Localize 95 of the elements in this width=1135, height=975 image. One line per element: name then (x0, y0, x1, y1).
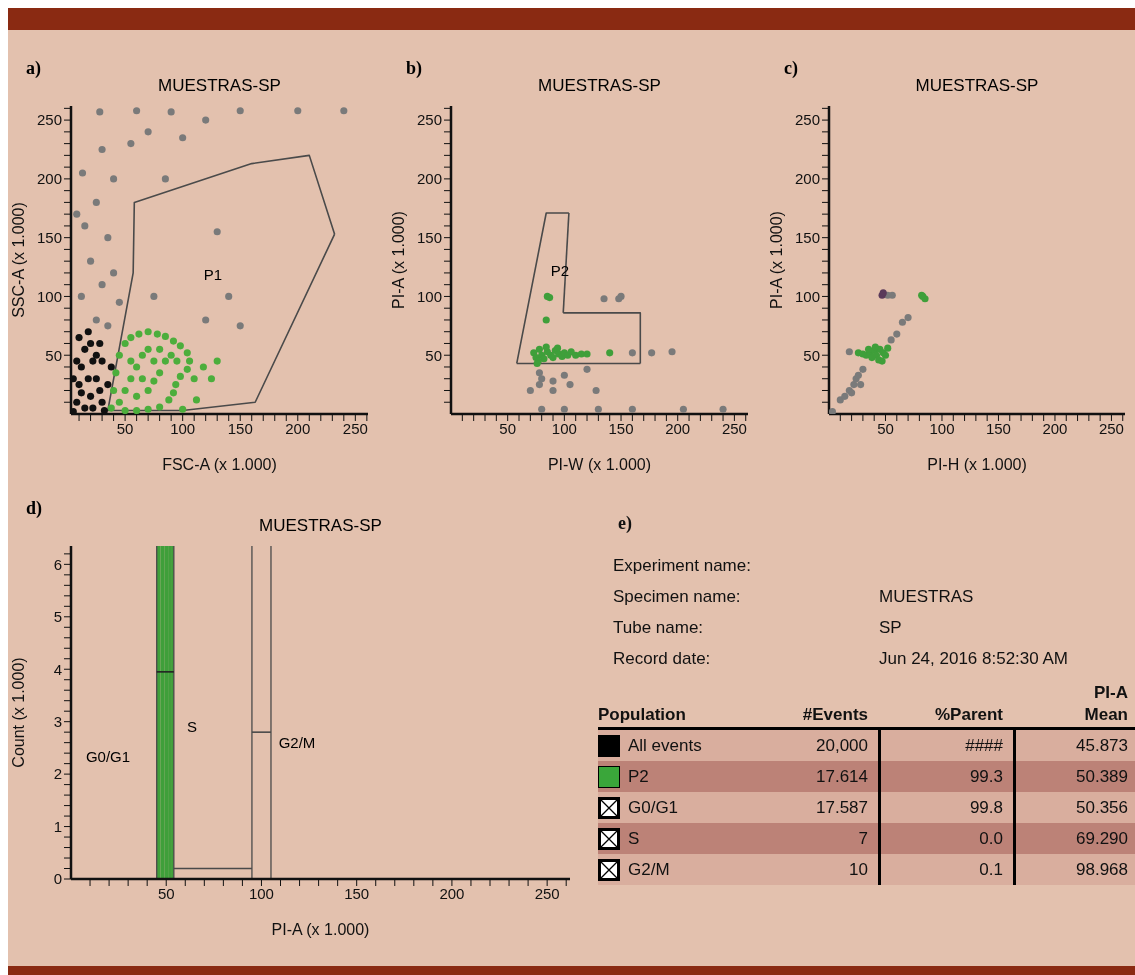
text: PI-A (1093, 683, 1129, 704)
text: 50.389 (1013, 761, 1135, 792)
text: 99.3 (878, 761, 1013, 792)
y-axis-title: PI-A (x 1.000) (767, 211, 785, 309)
text: 98.968 (1013, 854, 1135, 885)
x-tick-label: 100 (248, 884, 274, 902)
text: a) (26, 58, 41, 79)
x-tick-label: 100 (929, 419, 955, 437)
text: 50.356 (1013, 792, 1135, 823)
text: 99.8 (878, 792, 1013, 823)
y-tick-label: 100 (36, 287, 62, 305)
y-tick-label: 150 (416, 228, 442, 246)
x-axis-title: PI-A (x 1.000) (271, 921, 370, 938)
y-tick-label: 50 (425, 346, 442, 364)
text: Record date: (613, 648, 712, 669)
annotation: G0/G1 (85, 747, 131, 765)
x-tick-label: 50 (877, 419, 894, 437)
category-label: All events (628, 735, 702, 756)
annotation: P1 (203, 265, 223, 283)
y-tick-label: 50 (45, 346, 62, 364)
text: 45.873 (1013, 730, 1135, 761)
text: Experiment name: (613, 555, 752, 576)
annotation: S (186, 717, 198, 735)
y-tick-label: 250 (36, 111, 62, 129)
chart-title: MUESTRAS-SP (258, 516, 383, 536)
x-tick-label: 200 (665, 419, 691, 437)
x-tick-label: 250 (721, 419, 747, 437)
y-tick-label: 150 (794, 228, 820, 246)
text: 69.290 (1013, 823, 1135, 854)
y-tick-label: 100 (416, 287, 442, 305)
y-tick-label: 2 (53, 765, 62, 783)
x-tick-label: 50 (116, 419, 134, 437)
x-tick-label: 150 (985, 419, 1011, 437)
text: 20,000 (815, 734, 869, 757)
y-tick-label: 250 (794, 111, 820, 129)
x-tick-label: 100 (551, 419, 577, 437)
x-tick-label: 250 (342, 419, 368, 437)
category-label: G2/M (628, 859, 670, 880)
text: 10 (848, 858, 869, 881)
text: Jun 24, 2016 8:52:30 AM (879, 648, 1069, 669)
y-tick-label: 6 (53, 555, 62, 573)
x-axis-title: FSC-A (x 1.000) (162, 456, 277, 473)
text: c) (784, 58, 798, 79)
category-label: P2 (628, 766, 649, 787)
text: Population (598, 705, 687, 725)
y-tick-label: 3 (53, 713, 62, 730)
text: #### (878, 730, 1013, 761)
x-tick-label: 150 (227, 419, 253, 437)
text: Mean (1083, 705, 1129, 725)
y-tick-label: 1 (53, 817, 62, 835)
chart-title: MUESTRAS-SP (157, 76, 282, 96)
text: SP (879, 617, 902, 638)
x-tick-label: 200 (439, 884, 465, 902)
x-axis-title: PI-W (x 1.000) (547, 456, 652, 473)
category-label: G0/G1 (628, 797, 679, 818)
x-tick-label: 150 (608, 419, 634, 437)
text: %Parent (933, 705, 1004, 725)
y-tick-label: 50 (803, 346, 820, 364)
y-axis-title: PI-A (x 1.000) (389, 211, 407, 309)
text: 0.1 (878, 854, 1013, 885)
x-tick-label: 50 (499, 419, 517, 437)
text: e) (618, 513, 632, 534)
text: 7 (857, 827, 869, 850)
y-axis-title: Count (x 1.000) (9, 657, 27, 768)
chart-title: MUESTRAS-SP (914, 76, 1040, 96)
x-tick-label: 250 (1098, 419, 1124, 437)
y-axis-title: SSC-A (x 1.000) (9, 202, 27, 318)
y-tick-label: 200 (36, 170, 62, 188)
text: 17.587 (815, 796, 869, 819)
x-tick-label: 100 (170, 419, 196, 437)
text: Specimen name: (613, 586, 742, 607)
y-tick-label: 0 (53, 870, 62, 888)
category-label: S (628, 828, 640, 849)
text: #Events (801, 705, 869, 725)
x-tick-label: 250 (534, 884, 560, 902)
x-axis-title: PI-H (x 1.000) (927, 456, 1027, 473)
text: MUESTRAS (879, 586, 974, 607)
y-tick-label: 5 (53, 608, 62, 626)
text: d) (26, 498, 43, 519)
y-tick-label: 200 (416, 170, 442, 188)
x-tick-label: 200 (285, 419, 311, 437)
y-tick-label: 200 (794, 170, 820, 188)
text: 0.0 (878, 823, 1013, 854)
x-tick-label: 150 (344, 884, 370, 902)
text: Tube name: (613, 617, 705, 638)
y-tick-label: 150 (36, 228, 62, 246)
text: b) (406, 58, 423, 79)
y-tick-label: 100 (794, 287, 820, 305)
chart-title: MUESTRAS-SP (537, 76, 662, 96)
annotation: G2/M (278, 733, 316, 751)
text: 17.614 (815, 765, 869, 788)
x-tick-label: 50 (157, 884, 175, 902)
y-tick-label: 250 (416, 111, 442, 129)
y-tick-label: 4 (53, 660, 62, 678)
x-tick-label: 200 (1042, 419, 1068, 437)
